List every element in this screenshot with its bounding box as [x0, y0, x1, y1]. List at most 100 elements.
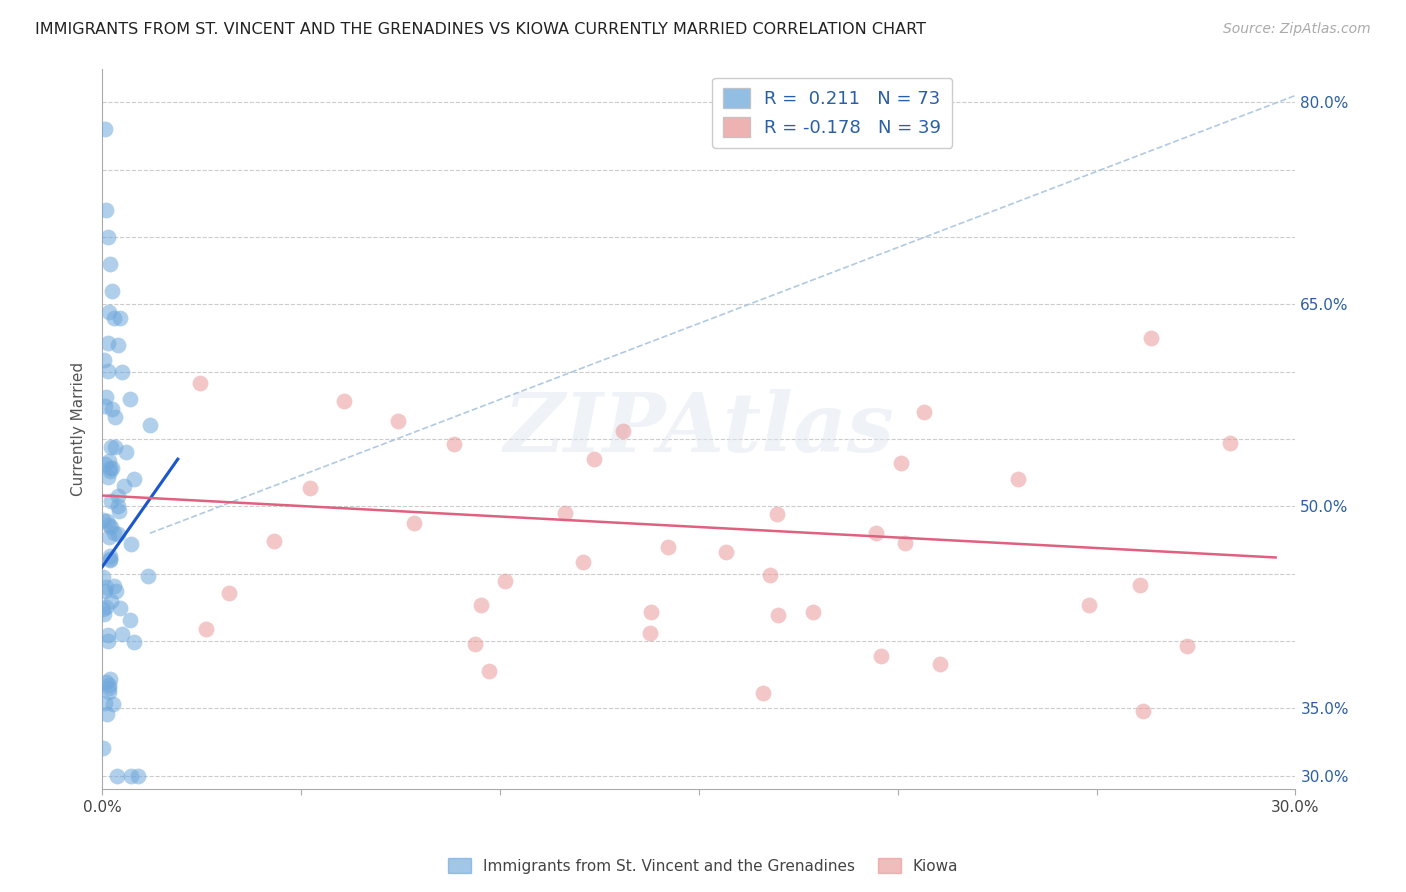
Point — [96, 675, 118, 690]
Point — [100, 549, 122, 564]
Point — [139, 418, 162, 433]
Point — [188, 376, 211, 390]
Point — [107, 504, 129, 518]
Point — [97, 364, 120, 378]
Point — [98, 517, 121, 532]
Point — [865, 525, 887, 540]
Point — [104, 409, 127, 424]
Point — [94, 600, 117, 615]
Point — [98, 461, 121, 475]
Point — [752, 685, 775, 699]
Point — [1007, 472, 1029, 486]
Point — [571, 555, 593, 569]
Point — [107, 526, 129, 541]
Point — [912, 405, 935, 419]
Point — [758, 568, 780, 582]
Point — [98, 672, 121, 686]
Point — [107, 490, 129, 504]
Point — [120, 613, 142, 627]
Point — [96, 202, 118, 217]
Point — [93, 607, 115, 621]
Text: Source: ZipAtlas.com: Source: ZipAtlas.com — [1223, 22, 1371, 37]
Point — [108, 601, 131, 615]
Point — [97, 681, 120, 695]
Point — [100, 461, 122, 475]
Point — [387, 414, 409, 428]
Point — [97, 453, 120, 467]
Point — [464, 637, 486, 651]
Y-axis label: Currently Married: Currently Married — [72, 362, 86, 496]
Point — [640, 626, 662, 640]
Point — [96, 706, 118, 721]
Point — [470, 598, 492, 612]
Point — [111, 365, 134, 379]
Point — [94, 390, 117, 404]
Point — [118, 392, 141, 406]
Point — [104, 584, 127, 599]
Point — [1219, 435, 1241, 450]
Point — [477, 664, 499, 678]
Point — [1129, 577, 1152, 591]
Point — [657, 541, 679, 555]
Point — [894, 536, 917, 550]
Point — [101, 284, 124, 298]
Point — [1077, 598, 1099, 612]
Point — [96, 580, 118, 594]
Point — [91, 570, 114, 584]
Point — [100, 593, 122, 607]
Point — [218, 585, 240, 599]
Point — [97, 469, 120, 483]
Point — [612, 424, 634, 438]
Point — [1132, 704, 1154, 718]
Point — [91, 741, 114, 756]
Point — [98, 305, 121, 319]
Point — [93, 353, 115, 368]
Text: IMMIGRANTS FROM ST. VINCENT AND THE GRENADINES VS KIOWA CURRENTLY MARRIED CORREL: IMMIGRANTS FROM ST. VINCENT AND THE GREN… — [35, 22, 927, 37]
Point — [298, 481, 321, 495]
Point — [136, 569, 159, 583]
Point — [91, 601, 114, 615]
Point — [97, 685, 120, 699]
Point — [101, 697, 124, 711]
Point — [120, 769, 142, 783]
Point — [443, 437, 465, 451]
Point — [766, 507, 789, 521]
Point — [94, 122, 117, 136]
Point — [869, 648, 891, 663]
Point — [98, 464, 121, 478]
Point — [96, 514, 118, 528]
Point — [94, 696, 117, 710]
Point — [122, 472, 145, 486]
Point — [716, 544, 738, 558]
Point — [120, 537, 142, 551]
Point — [98, 678, 121, 692]
Point — [1139, 330, 1161, 344]
Point — [105, 769, 128, 783]
Point — [93, 399, 115, 413]
Point — [100, 440, 122, 454]
Point — [98, 257, 121, 271]
Point — [94, 584, 117, 599]
Point — [110, 310, 132, 325]
Point — [263, 534, 285, 549]
Point — [768, 607, 790, 622]
Point — [332, 393, 354, 408]
Point — [122, 635, 145, 649]
Point — [104, 440, 127, 454]
Point — [1175, 640, 1198, 654]
Point — [494, 574, 516, 588]
Point — [115, 445, 138, 459]
Point — [107, 500, 129, 514]
Point — [890, 457, 912, 471]
Point — [94, 457, 117, 471]
Text: ZIPAtlas: ZIPAtlas — [503, 389, 894, 469]
Point — [97, 335, 120, 350]
Point — [101, 402, 124, 417]
Legend: Immigrants from St. Vincent and the Grenadines, Kiowa: Immigrants from St. Vincent and the Gren… — [441, 852, 965, 880]
Point — [111, 627, 134, 641]
Point — [103, 526, 125, 541]
Point — [195, 622, 218, 636]
Point — [127, 769, 149, 783]
Point — [97, 530, 120, 544]
Point — [98, 553, 121, 567]
